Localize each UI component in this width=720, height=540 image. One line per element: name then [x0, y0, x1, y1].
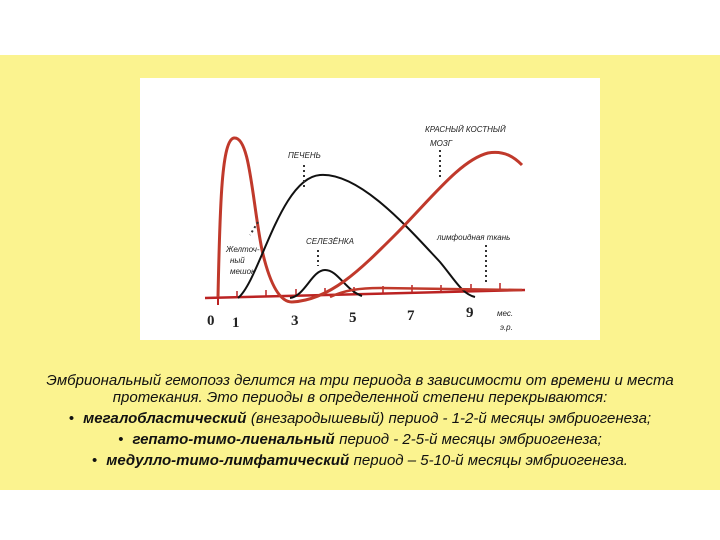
liver-curve [237, 173, 476, 299]
lymphoid-curve [329, 286, 523, 299]
period-name: гепато-тимо-лиенальный [132, 431, 335, 448]
intro-paragraph: Эмбриональный гемопоэз делится на три пе… [46, 372, 674, 406]
yolk-sac-label: Желточ- [225, 245, 260, 254]
x-tick-label: 7 [407, 308, 415, 324]
period-name: мегалобластический [83, 410, 247, 427]
axis-unit: э.р. [500, 323, 513, 332]
x-tick-label: 5 [349, 310, 357, 326]
period-description: период – 5-10-й месяцы эмбриогенеза. [353, 452, 628, 469]
bullet-item: • медулло-тимо-лимфатический период – 5-10… [92, 452, 628, 469]
bullet-item: • мегалобластический (внезародышевый) пери… [68, 410, 652, 427]
x-tick-label: 3 [291, 313, 299, 329]
period-name: медулло-тимо-лимфатический [106, 452, 350, 469]
diagram-background [140, 78, 600, 340]
liver-label: ПЕЧЕНЬ [288, 151, 321, 160]
axis-unit: мес. [497, 309, 513, 318]
slide-text: Эмбриональный гемопоэз делится на три пе… [10, 372, 710, 473]
bone-marrow-label: МОЗГ [430, 139, 453, 148]
period-description: период - 2-5-й месяцы эмбриогенеза; [339, 431, 602, 448]
lymphoid-label: лимфоидная ткань [436, 233, 510, 242]
yolk-sac-curve [216, 136, 293, 304]
x-tick-label: 0 [207, 313, 215, 329]
x-tick-label: 9 [466, 305, 474, 321]
yolk-sac-label: мешок [230, 267, 256, 276]
bone-marrow-label: КРАСНЫЙ КОСТНЫЙ [425, 125, 506, 134]
period-description: (внезародышевый) период - 1-2-й месяцы э… [250, 410, 652, 427]
x-axis [204, 288, 526, 300]
spleen-label: СЕЛЕЗЁНКА [306, 237, 354, 246]
yolk-sac-label: ный [230, 256, 245, 265]
x-tick-label: 1 [232, 315, 240, 331]
bone-marrow-curve [291, 150, 524, 304]
label-pointers [249, 150, 487, 285]
spleen-curve [289, 268, 363, 299]
bullet-item: • гепато-тимо-лиенальный период - 2-5-й ме… [118, 431, 602, 448]
hematopoiesis-diagram: Желточ- ный мешок ПЕЧЕНЬ СЕЛЕЗЁНКА КРАСН… [140, 78, 600, 340]
